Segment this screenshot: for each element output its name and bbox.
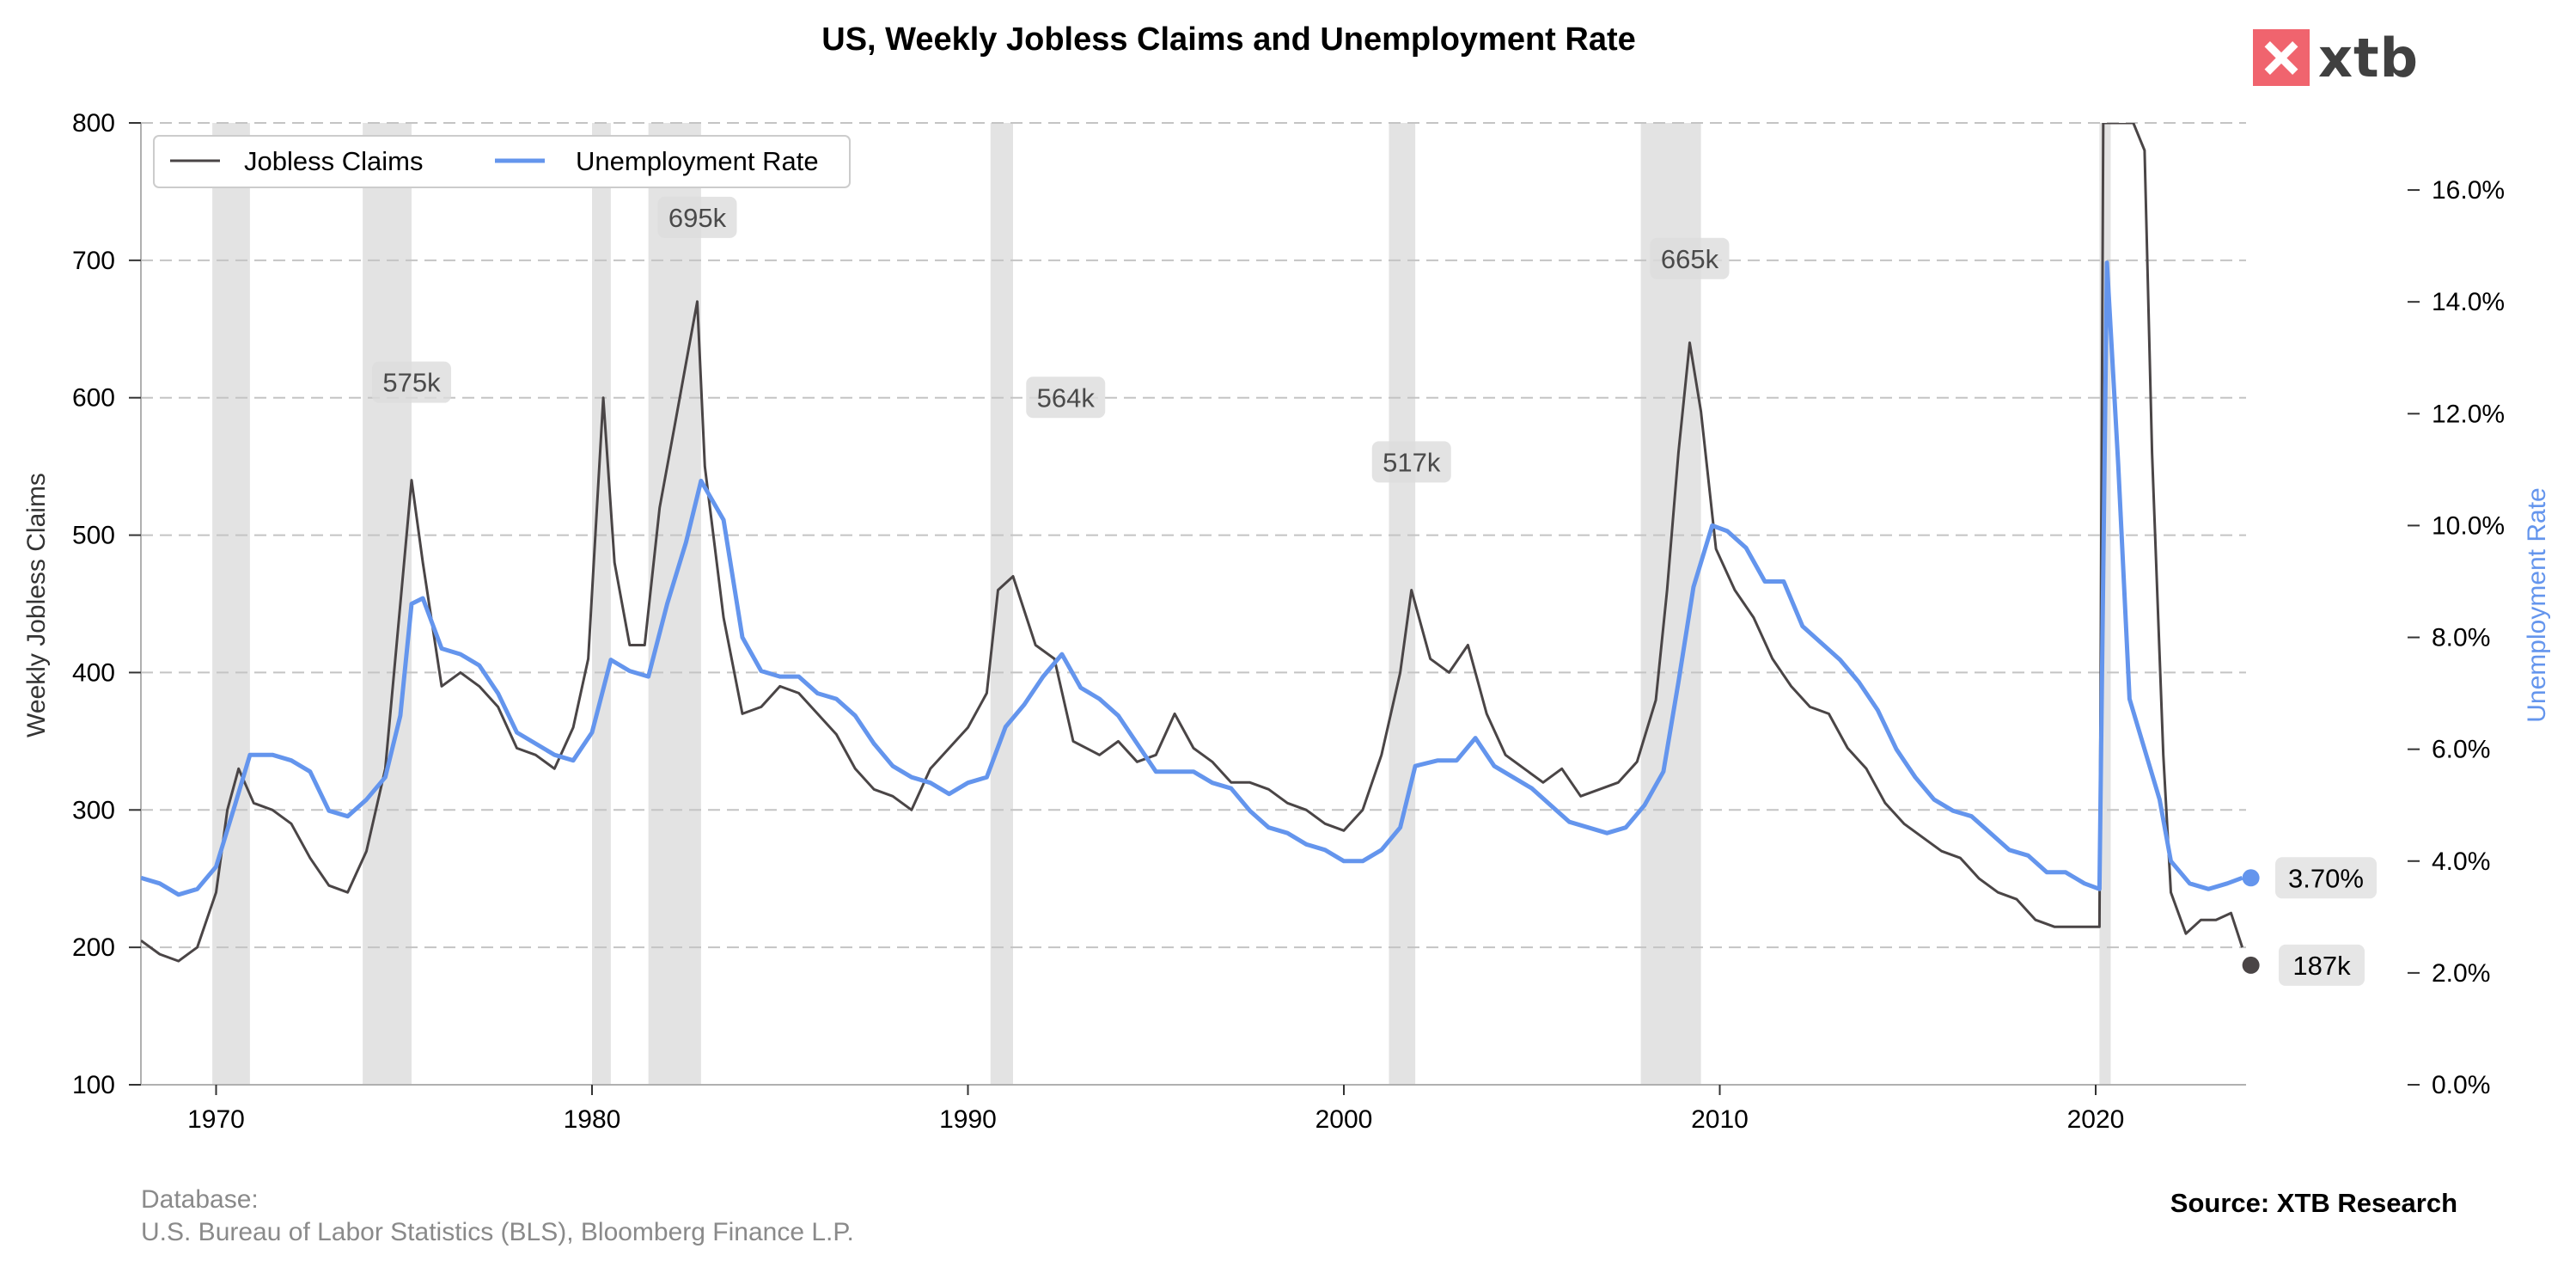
x-tick-label-3: 2000 bbox=[1315, 1105, 1373, 1134]
right-y-ticks: 0.0% 2.0% 4.0% 6.0% 8.0% 10.0% 12.0% 14.0% 16.0% bbox=[2408, 176, 2505, 1099]
x-tick-label-5: 2020 bbox=[2067, 1105, 2125, 1134]
right-tick-label-4: 8.0% bbox=[2432, 624, 2490, 652]
recession-band-4 bbox=[990, 123, 1013, 1085]
last-claims-box bbox=[2279, 944, 2365, 986]
peak-annotation-label-1: 695k bbox=[668, 203, 727, 233]
xtb-logo: xtb bbox=[2253, 26, 2420, 89]
left-axis-label: Weekly Jobless Claims bbox=[22, 473, 51, 737]
last-values: 187k 3.70% bbox=[2242, 857, 2377, 986]
right-tick-label-7: 14.0% bbox=[2432, 288, 2505, 316]
left-y-ticks: 100 200 300 400 500 600 700 800 bbox=[72, 109, 141, 1099]
last-claims-label: 187k bbox=[2292, 951, 2351, 981]
peak-annotation-label-4: 665k bbox=[1661, 244, 1719, 274]
recession-bands bbox=[212, 123, 2111, 1085]
right-tick-label-1: 2.0% bbox=[2432, 959, 2490, 988]
right-tick-label-3: 6.0% bbox=[2432, 736, 2490, 764]
peak-annotation-box-0 bbox=[372, 361, 451, 403]
last-rate-label: 3.70% bbox=[2288, 863, 2364, 893]
last-claims-marker bbox=[2242, 956, 2260, 974]
x-tick-label-0: 1970 bbox=[187, 1105, 245, 1134]
series-layer bbox=[141, 123, 2244, 963]
right-tick-label-2: 4.0% bbox=[2432, 848, 2490, 876]
right-tick-label-0: 0.0% bbox=[2432, 1071, 2490, 1099]
recession-band-2 bbox=[592, 123, 611, 1085]
legend-label-jobless-claims: Jobless Claims bbox=[244, 146, 423, 176]
peak-annotation-label-2: 564k bbox=[1037, 383, 1096, 413]
series-line-unemployment-rate bbox=[141, 260, 2243, 897]
footer-database: Database: U.S. Bureau of Labor Statistic… bbox=[141, 1184, 854, 1249]
x-ticks: 1970 1980 1990 2000 2010 2020 bbox=[187, 1085, 2124, 1134]
left-tick-label-7: 800 bbox=[72, 109, 115, 138]
chart-title: US, Weekly Jobless Claims and Unemployme… bbox=[821, 21, 1636, 58]
xtb-logo-icon bbox=[2253, 29, 2310, 86]
left-tick-label-6: 700 bbox=[72, 247, 115, 275]
last-rate-box bbox=[2275, 857, 2377, 899]
legend: Jobless Claims Unemployment Rate bbox=[153, 135, 851, 188]
recession-band-5 bbox=[1389, 123, 1416, 1085]
right-tick-label-6: 12.0% bbox=[2432, 400, 2505, 428]
right-axis-label: Unemployment Rate bbox=[2523, 487, 2551, 722]
peak-annotation-label-3: 517k bbox=[1383, 447, 1441, 477]
xtb-logo-text: xtb bbox=[2318, 26, 2420, 89]
x-tick-label-2: 1990 bbox=[939, 1105, 997, 1134]
left-tick-label-5: 600 bbox=[72, 384, 115, 413]
left-tick-label-3: 400 bbox=[72, 658, 115, 687]
peak-annotation-box-2 bbox=[1026, 376, 1106, 419]
x-tick-label-4: 2010 bbox=[1691, 1105, 1749, 1134]
series-line-jobless-claims bbox=[141, 123, 2244, 963]
right-tick-label-8: 16.0% bbox=[2432, 176, 2505, 205]
peak-annotation-box-3 bbox=[1371, 441, 1451, 483]
recession-band-3 bbox=[648, 123, 701, 1085]
left-tick-label-2: 300 bbox=[72, 796, 115, 824]
footer-database-sources: U.S. Bureau of Labor Statistics (BLS), B… bbox=[141, 1218, 854, 1246]
left-tick-label-0: 100 bbox=[72, 1071, 115, 1099]
left-tick-label-1: 200 bbox=[72, 933, 115, 962]
peak-annotation-box-4 bbox=[1650, 237, 1730, 279]
gridlines bbox=[141, 122, 2246, 949]
peak-annotation-box-1 bbox=[657, 196, 737, 238]
recession-band-1 bbox=[363, 123, 412, 1085]
peak-annotations: 575k 695k 564k 517k 665k bbox=[372, 196, 1730, 483]
right-tick-label-5: 10.0% bbox=[2432, 511, 2505, 540]
legend-label-unemployment-rate: Unemployment Rate bbox=[576, 146, 819, 176]
footer-database-label: Database: bbox=[141, 1185, 259, 1214]
last-rate-marker bbox=[2242, 869, 2260, 887]
left-tick-label-4: 500 bbox=[72, 522, 115, 550]
x-tick-label-1: 1980 bbox=[564, 1105, 621, 1134]
recession-band-0 bbox=[212, 123, 250, 1085]
peak-annotation-label-0: 575k bbox=[382, 368, 441, 398]
footer-source: Source: XTB Research bbox=[2170, 1188, 2457, 1218]
